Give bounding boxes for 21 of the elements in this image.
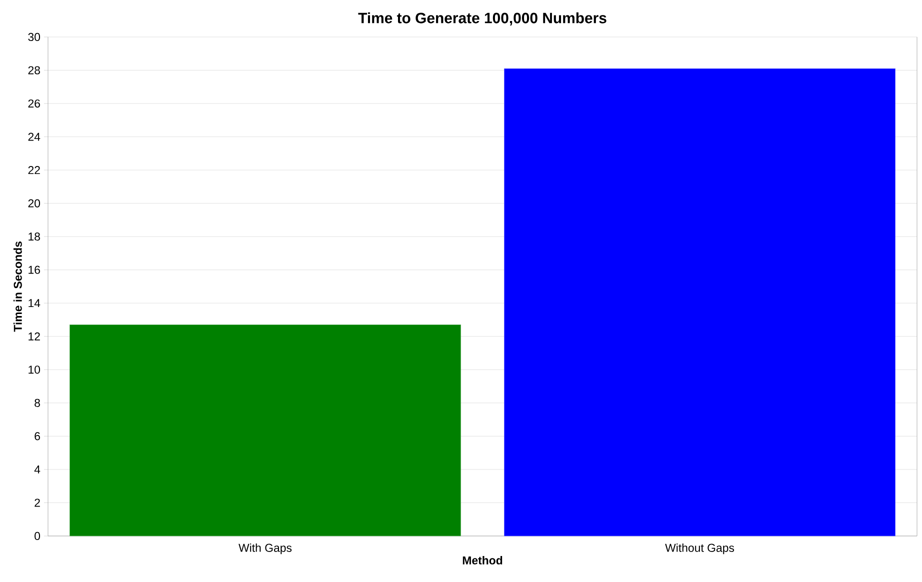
y-tick-label: 22 [28,166,40,174]
y-tick-label: 6 [34,432,40,440]
y-tick-label: 2 [34,498,40,507]
y-tick-label: 14 [28,299,40,308]
y-tick-label: 18 [28,232,40,241]
x-tick-label: Without Gaps [665,544,734,554]
y-tick-label: 4 [34,466,40,474]
y-tick-label: 12 [28,332,40,340]
y-tick-label: 10 [28,366,40,374]
y-tick-label: 20 [28,199,40,208]
y-tick-label: 28 [28,66,40,74]
y-tick-label: 30 [28,32,40,42]
y-tick-label: 24 [28,132,40,141]
y-tick-label: 8 [34,398,40,407]
y-tick-label: 0 [34,532,40,540]
y-tick-label: 16 [28,266,40,274]
chart-title: Time to Generate 100,000 Numbers [358,12,606,26]
y-axis-title: Time in Seconds [13,242,22,332]
y-tick-label: 26 [28,99,40,108]
x-axis-title: Method [462,556,502,564]
x-tick-label: With Gaps [238,544,292,554]
